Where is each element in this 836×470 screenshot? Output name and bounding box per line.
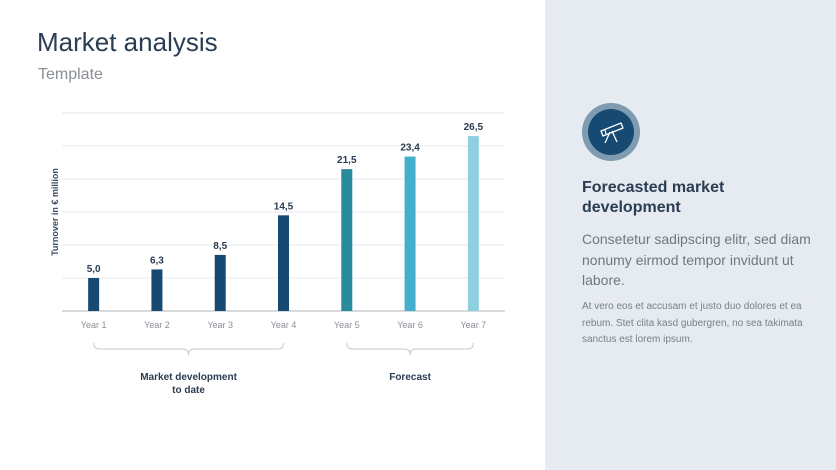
bar xyxy=(88,278,100,311)
panel-heading: Forecasted market development xyxy=(582,179,725,216)
bar xyxy=(278,215,289,311)
group-brace xyxy=(346,342,474,356)
bar xyxy=(151,269,163,311)
side-panel xyxy=(545,0,836,470)
bar xyxy=(214,254,226,311)
bar xyxy=(341,169,353,311)
data-label: 5,0 xyxy=(87,264,101,275)
data-label: 21,5 xyxy=(337,155,357,166)
page-subtitle: Template xyxy=(38,66,103,83)
bar-chart: Turnover in € million 5,0 Year 1 6,3 Year 2 8… xyxy=(50,112,505,396)
x-tick-label: Year 7 xyxy=(461,320,487,330)
data-label: 6,3 xyxy=(150,255,164,266)
group-label: Market development xyxy=(140,372,237,383)
telescope-icon xyxy=(600,122,624,144)
x-tick-label: Year 6 xyxy=(397,320,423,330)
x-tick-label: Year 2 xyxy=(144,320,170,330)
bar xyxy=(404,156,416,311)
data-label: 23,4 xyxy=(400,143,420,154)
x-tick-label: Year 4 xyxy=(271,320,297,330)
data-label: 14,5 xyxy=(274,201,294,212)
group-brace xyxy=(93,342,284,356)
panel-lead-text: Consetetur sadipscing elitr, sed diam no… xyxy=(582,231,811,288)
y-axis-label: Turnover in € million xyxy=(50,168,60,256)
page-title: Market analysis xyxy=(37,27,218,57)
bar xyxy=(467,136,479,311)
x-tick-label: Year 1 xyxy=(81,320,107,330)
icon-badge xyxy=(582,103,640,161)
panel-body-text: At vero eos et accusam et justo duo dolo… xyxy=(582,301,803,345)
group-label: to date xyxy=(172,385,205,396)
x-tick-label: Year 3 xyxy=(207,320,233,330)
data-label: 8,5 xyxy=(213,241,227,252)
data-label: 26,5 xyxy=(464,122,484,133)
group-label: Forecast xyxy=(389,372,431,383)
x-tick-label: Year 5 xyxy=(334,320,360,330)
